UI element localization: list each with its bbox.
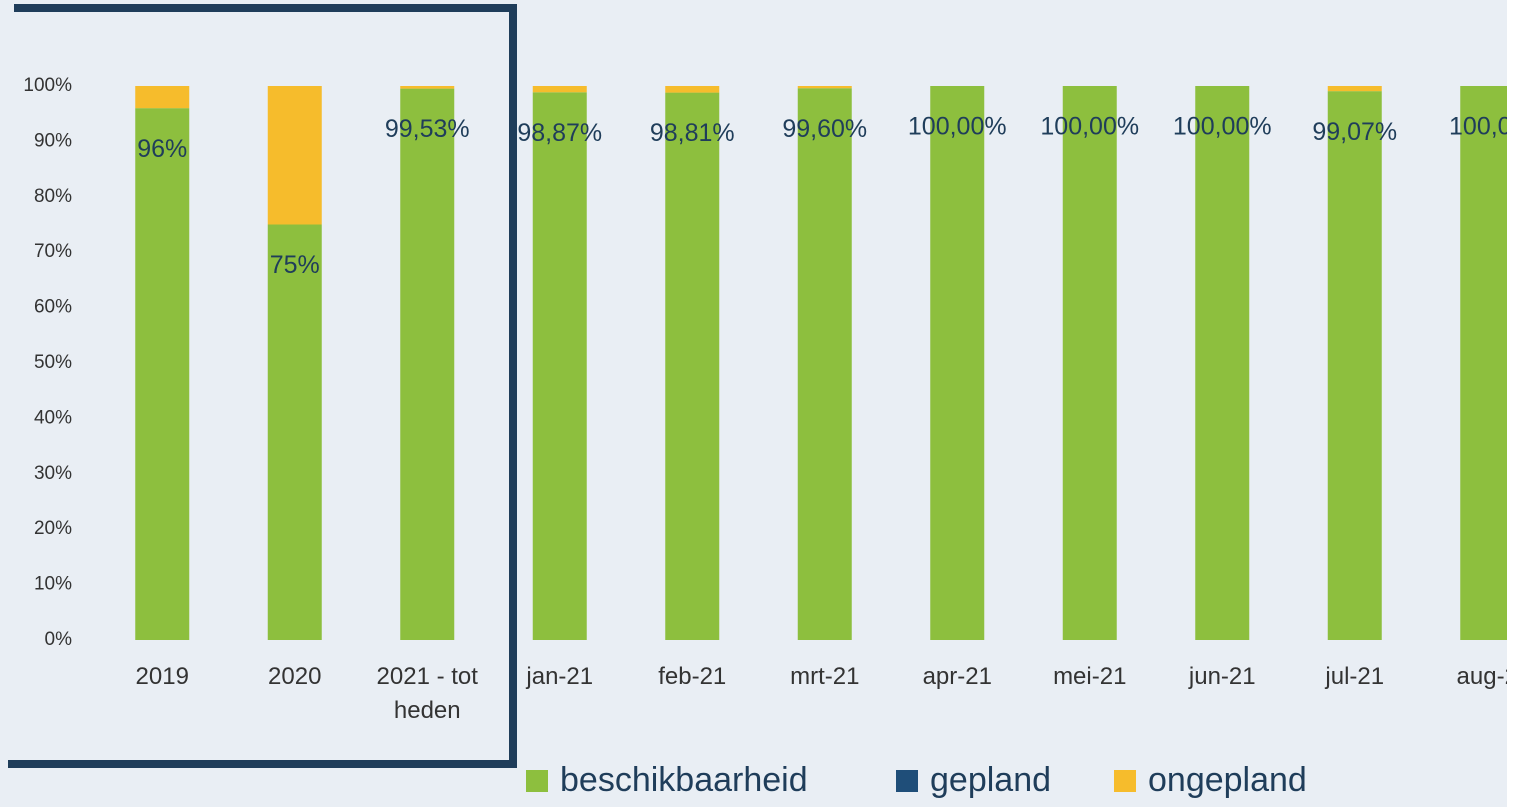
- bar-segment: [665, 86, 720, 93]
- data-label: 100,00%: [1040, 113, 1139, 141]
- legend-label: beschikbaarheid: [560, 761, 808, 799]
- x-tick-label: mei-21: [1053, 663, 1127, 690]
- data-label: 100,00: [1449, 113, 1522, 141]
- bar-segment: [400, 86, 455, 89]
- bar-segment: [1327, 86, 1382, 92]
- bar-segment: [1460, 86, 1507, 640]
- legend-label: ongepland: [1148, 761, 1307, 799]
- data-label: 99,60%: [782, 115, 867, 143]
- bar-segment: [135, 86, 190, 109]
- x-tick-label-box: aug-2: [1456, 663, 1518, 690]
- x-tick-label-box: jul-21: [1325, 663, 1385, 690]
- y-tick-label: 10%: [34, 574, 72, 595]
- data-label: 75%: [270, 251, 320, 279]
- x-tick-label-box: feb-21: [658, 663, 727, 690]
- bar-segment: [135, 108, 190, 640]
- y-tick-label: 70%: [34, 241, 72, 262]
- y-tick-label: 30%: [34, 463, 72, 484]
- bar-segment: [1062, 86, 1117, 640]
- data-label: 98,81%: [650, 119, 735, 147]
- x-tick-label-box: 2021 - tot heden: [376, 663, 478, 724]
- highlight-frame: [8, 4, 517, 768]
- bar-segment: [267, 224, 322, 640]
- x-tick-label: mrt-21: [790, 663, 860, 690]
- bar-segment: [797, 88, 852, 640]
- x-tick-label-box: jun-21: [1188, 663, 1256, 690]
- x-tick-label-box: 2019: [135, 663, 189, 690]
- data-label: 99,07%: [1312, 118, 1397, 146]
- x-tick-label: jun-21: [1188, 663, 1256, 690]
- legend-label: gepland: [930, 761, 1051, 799]
- data-label: 100,00%: [1173, 113, 1272, 141]
- x-tick-label-box: mrt-21: [790, 663, 860, 690]
- x-tick-label: apr-21: [922, 663, 992, 690]
- plot-area: 96% 2019 75% 2020 99,53% 2021 - tot heden 98,8…: [135, 86, 1522, 724]
- legend-swatch: [896, 770, 918, 792]
- y-tick-label: 100%: [23, 75, 72, 96]
- bar-segment: [930, 86, 985, 640]
- y-tick-label: 0%: [45, 629, 73, 650]
- y-tick-label: 20%: [34, 518, 72, 539]
- y-tick-label: 80%: [34, 186, 72, 207]
- x-tick-label-box: mei-21: [1053, 663, 1127, 690]
- x-tick-label: jul-21: [1325, 663, 1385, 690]
- x-tick-label-box: apr-21: [922, 663, 992, 690]
- bar-segment: [1195, 86, 1250, 640]
- bar-segment: [532, 92, 587, 641]
- x-tick-label: aug-2: [1456, 663, 1518, 690]
- legend-swatch: [526, 770, 548, 792]
- y-tick-label: 40%: [34, 407, 72, 428]
- bar-segment: [400, 88, 455, 640]
- data-label: 98,87%: [517, 119, 602, 147]
- bar-segment: [665, 92, 720, 641]
- x-tick-label: 2019: [135, 663, 189, 690]
- x-tick-label-box: jan-21: [526, 663, 594, 690]
- legend-swatch: [1114, 770, 1136, 792]
- x-tick-label-box: 2020: [268, 663, 322, 690]
- data-label: 96%: [137, 135, 187, 163]
- bar-segment: [267, 86, 322, 225]
- y-tick-label: 60%: [34, 297, 72, 318]
- bar-segment: [797, 86, 852, 89]
- x-tick-label: 2021 - tot heden: [376, 663, 478, 724]
- x-tick-label: feb-21: [658, 663, 727, 690]
- x-tick-label: jan-21: [526, 663, 594, 690]
- x-tick-label: 2020: [268, 663, 322, 690]
- bar-segment: [532, 86, 587, 93]
- y-tick-label: 50%: [34, 352, 72, 373]
- data-label: 99,53%: [385, 115, 470, 143]
- y-tick-label: 90%: [34, 130, 72, 151]
- data-label: 100,00%: [908, 113, 1007, 141]
- bar-segment: [1327, 91, 1382, 640]
